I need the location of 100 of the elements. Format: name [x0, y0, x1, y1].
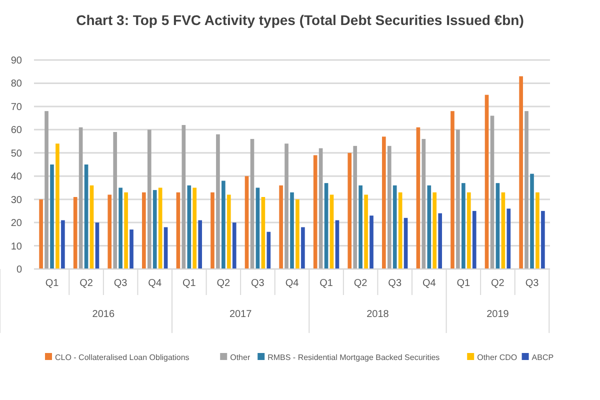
- bar: [73, 197, 78, 269]
- y-tick-label: 90: [10, 56, 22, 66]
- bar: [84, 164, 88, 269]
- x-tick-label: Q2: [354, 278, 368, 289]
- bar: [176, 192, 180, 269]
- bar: [536, 192, 540, 269]
- bar: [216, 134, 220, 269]
- bar: [164, 227, 168, 269]
- y-tick-label: 0: [16, 264, 22, 276]
- legend-label: ABCP: [532, 353, 554, 362]
- y-tick-label: 70: [10, 102, 22, 113]
- y-tick-label: 30: [10, 194, 22, 206]
- bar: [182, 125, 186, 269]
- bar: [152, 190, 157, 269]
- bar: [330, 194, 334, 269]
- text: 2018: [366, 309, 390, 320]
- bar: [301, 227, 305, 269]
- bar: [484, 94, 489, 269]
- bar: [519, 76, 523, 269]
- bar: [416, 127, 420, 269]
- text: 2017: [229, 309, 252, 320]
- x-tick-label: Q1: [45, 278, 60, 289]
- bar: [108, 194, 112, 269]
- y-tick-label: 40: [10, 172, 22, 183]
- bar: [296, 199, 300, 269]
- y-tick-label: 50: [10, 148, 22, 160]
- x-tick-label: Q2: [491, 278, 505, 289]
- bar: [438, 213, 442, 269]
- bar: [382, 136, 386, 269]
- bar: [256, 188, 260, 269]
- bar: [130, 230, 134, 269]
- bar: [364, 194, 368, 269]
- bar: [39, 199, 43, 269]
- y-tick-label: 20: [10, 218, 22, 230]
- bar: [422, 138, 426, 269]
- x-tick-label: Q4: [285, 278, 300, 289]
- bar: [387, 146, 392, 269]
- bar: [358, 185, 362, 269]
- bar: [284, 144, 288, 269]
- bar: [462, 183, 466, 269]
- bar: [530, 174, 534, 269]
- bar: [44, 111, 48, 269]
- bar: [95, 222, 100, 269]
- bar: [398, 192, 402, 269]
- x-tick-label: Q1: [182, 278, 196, 289]
- x-tick-label: Q3: [251, 278, 265, 289]
- bar: [113, 132, 118, 269]
- bar: [324, 183, 328, 269]
- bar: [198, 220, 202, 269]
- x-tick-label: Q3: [114, 278, 128, 289]
- x-tick-label: Q2: [80, 278, 94, 289]
- bar: [335, 220, 340, 269]
- y-tick-label: 10: [10, 241, 22, 252]
- bar: [187, 185, 192, 269]
- bar: [392, 185, 397, 269]
- bar: [78, 127, 83, 269]
- bar: [506, 208, 511, 269]
- bar: [541, 210, 545, 269]
- x-tick-label: Q2: [216, 278, 231, 289]
- bar: [222, 180, 226, 269]
- x-tick-label: Q3: [388, 278, 402, 289]
- bar: [348, 152, 352, 269]
- bar: [490, 116, 494, 269]
- bar: [226, 194, 231, 269]
- x-tick-label: Q4: [422, 278, 436, 289]
- bar: [142, 192, 146, 269]
- bar: [192, 188, 197, 269]
- legend-label: Other CDO: [477, 353, 518, 362]
- bar: [318, 148, 323, 269]
- bar: [50, 164, 54, 269]
- bar: [432, 192, 437, 269]
- y-tick-label: 80: [10, 78, 22, 90]
- bar: [313, 155, 318, 269]
- bar: [232, 222, 236, 269]
- x-tick-label: Q1: [456, 278, 471, 289]
- bar: [244, 176, 249, 269]
- legend-label: RMBS - Residential Mortgage Backed Securities: [268, 353, 440, 362]
- y-tick-label: 60: [10, 125, 22, 136]
- bar: [266, 232, 271, 269]
- bar: [427, 185, 432, 269]
- bar: [210, 192, 214, 269]
- bar: [118, 188, 122, 269]
- bar: [370, 216, 374, 269]
- bar: [353, 146, 358, 269]
- legend-label: CLO - Collateralised Loan Obligations: [55, 353, 190, 362]
- bar: [466, 192, 471, 269]
- bar: [61, 220, 65, 269]
- x-tick-label: Q4: [148, 278, 162, 289]
- x-tick-label: Q3: [525, 278, 540, 289]
- bar: [290, 192, 294, 269]
- bar: [450, 111, 454, 269]
- chart-title: Chart 3: Top 5 FVC Activity types (Total Debt Securities Issued €bn): [76, 12, 524, 28]
- bar: [279, 185, 283, 269]
- bar: [456, 130, 460, 269]
- bar: [90, 185, 94, 269]
- bar: [158, 188, 162, 269]
- legend-label: Other: [230, 353, 250, 362]
- bar: [147, 130, 152, 269]
- bar: [124, 192, 128, 269]
- text: 2016: [92, 309, 115, 320]
